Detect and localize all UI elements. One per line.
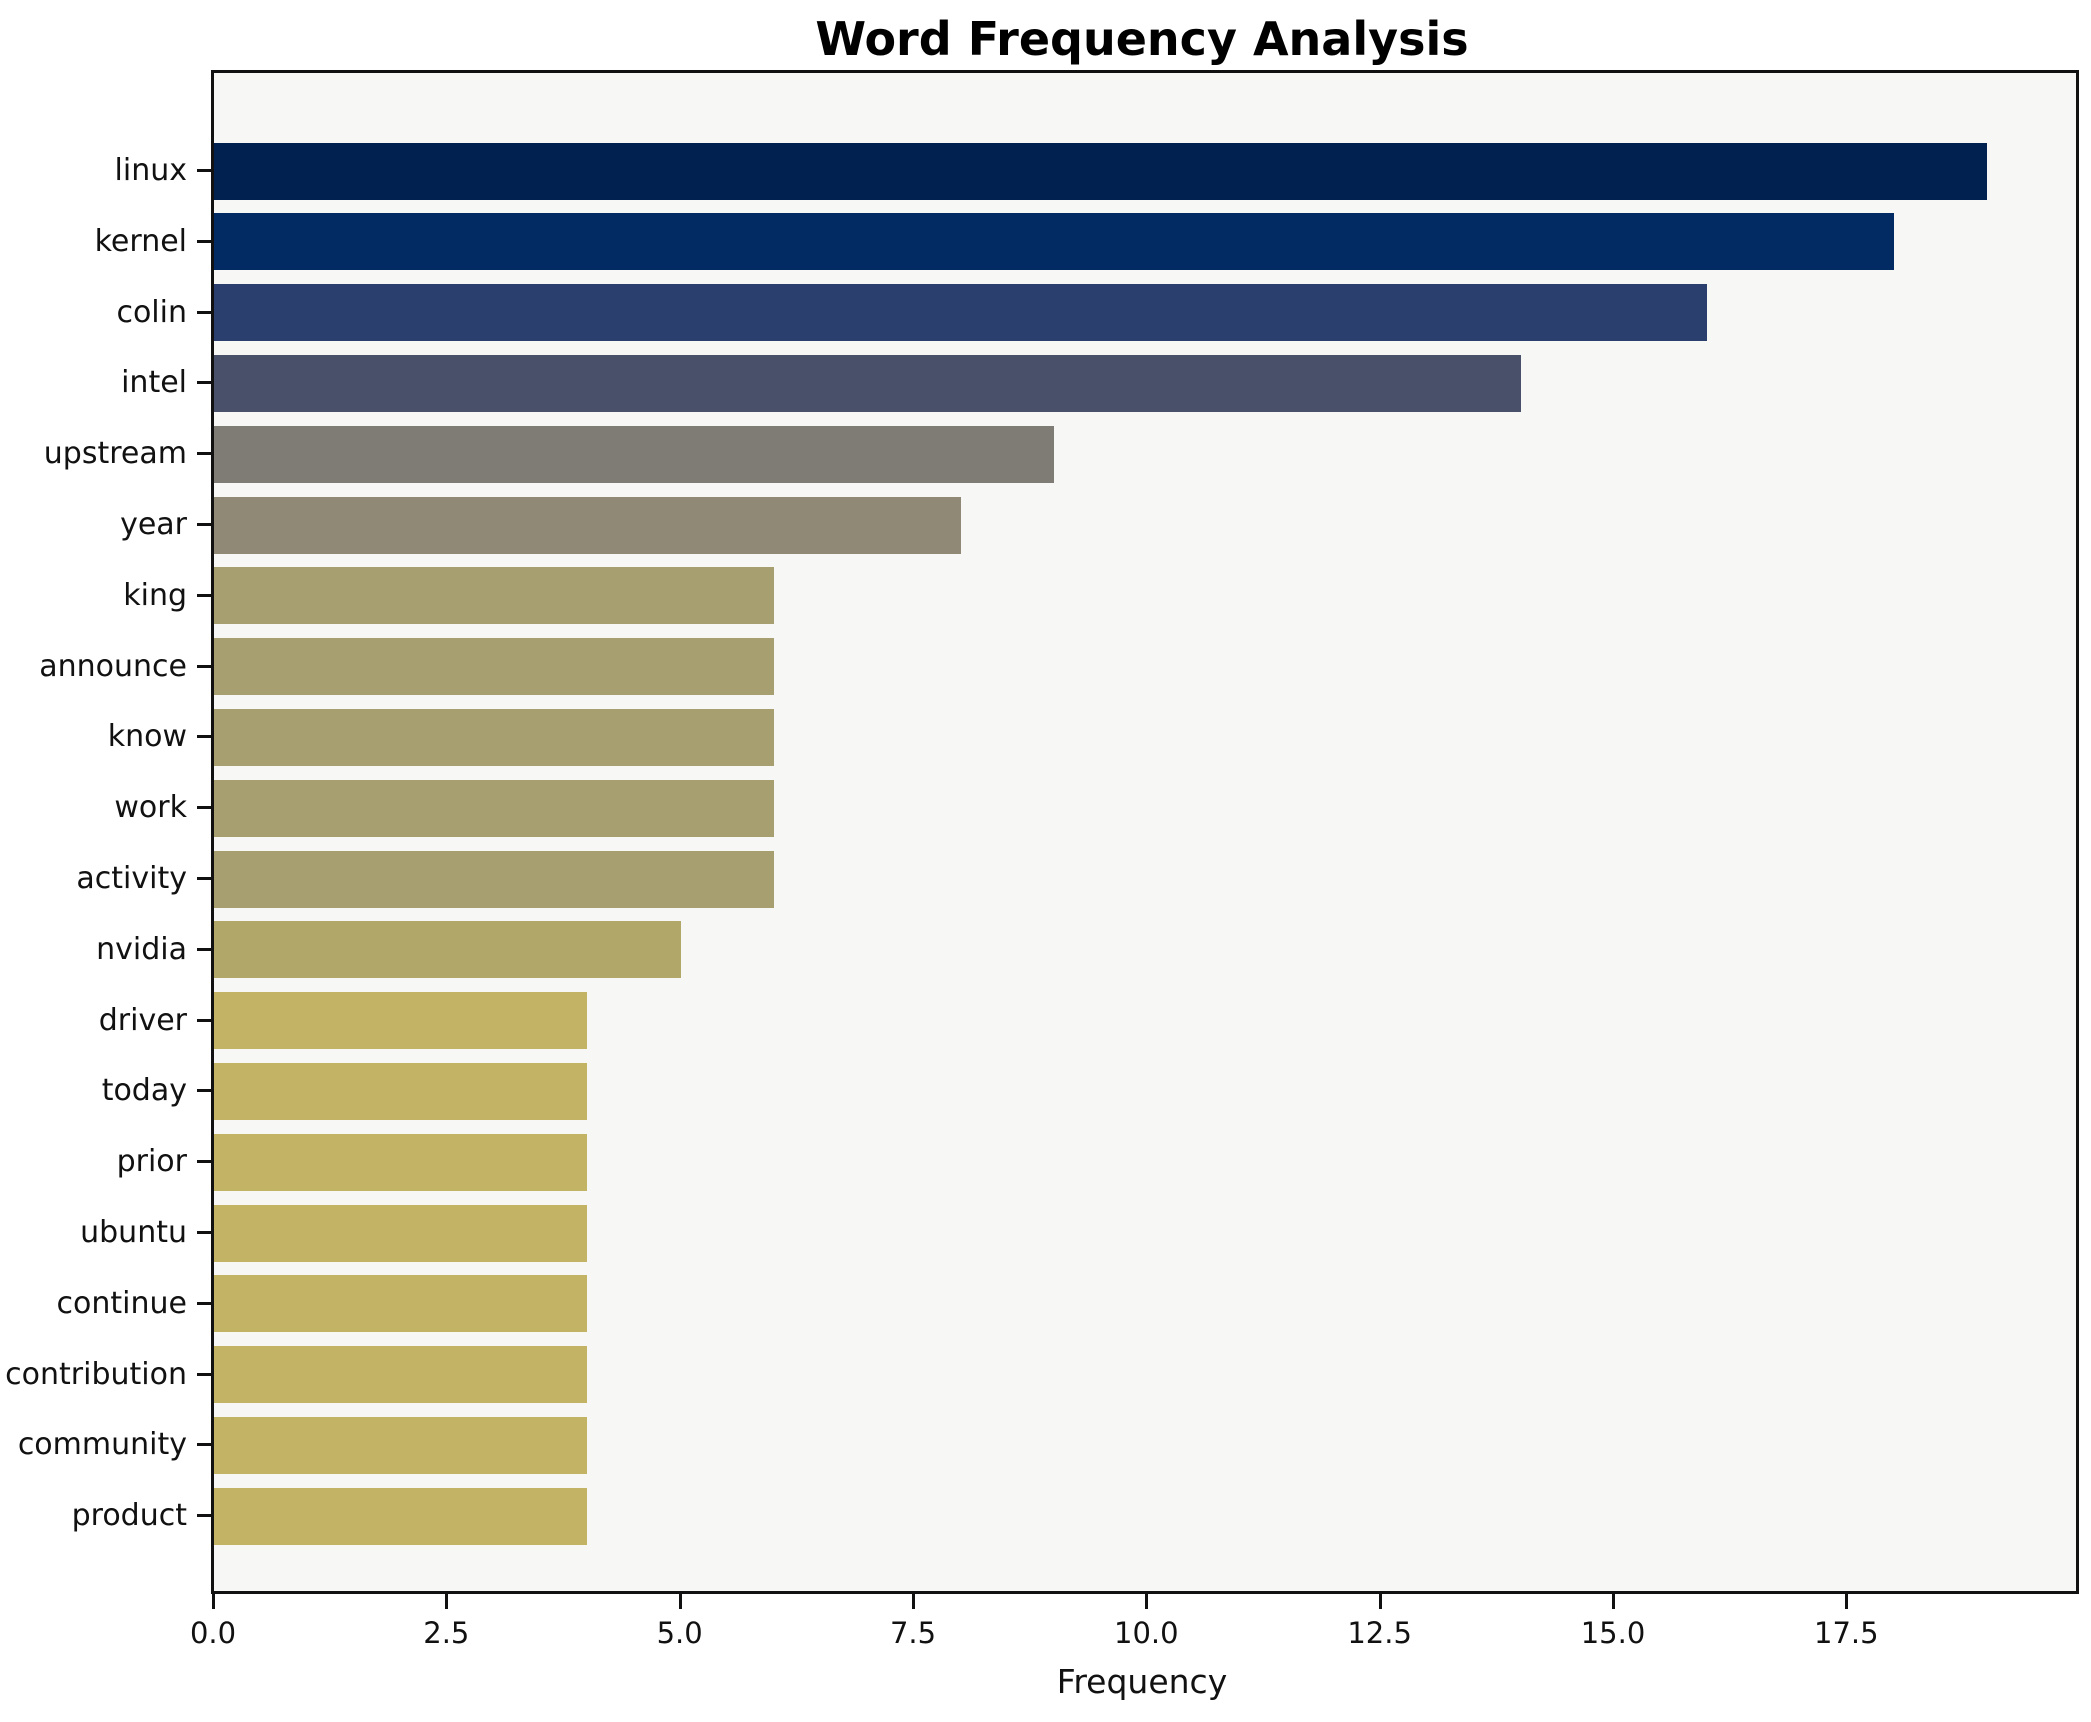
x-tick-mark-5.0	[678, 1594, 682, 1609]
y-tick-label-community: community	[17, 1427, 187, 1463]
y-tick-label-king: king	[123, 577, 187, 613]
x-tick-mark-12.5	[1378, 1594, 1382, 1609]
y-tick-label-linux: linux	[114, 153, 187, 188]
y-tick-mark-colin	[197, 310, 211, 314]
y-tick-label-colin: colin	[116, 294, 187, 330]
y-tick-mark-know	[197, 735, 211, 739]
bar-upstream	[214, 425, 1054, 483]
x-tick-label-17.5: 17.5	[1814, 1616, 1879, 1650]
bar-ubuntu	[214, 1204, 588, 1262]
x-tick-label-2.5: 2.5	[423, 1616, 470, 1650]
x-tick-label-12.5: 12.5	[1347, 1616, 1412, 1650]
x-tick-label-0.0: 0.0	[189, 1616, 237, 1650]
x-tick-label-10.0: 10.0	[1114, 1616, 1179, 1650]
y-tick-mark-kernel	[197, 239, 211, 243]
y-tick-label-kernel: kernel	[94, 223, 187, 259]
y-tick-mark-work	[197, 806, 211, 810]
bar-king	[214, 567, 774, 625]
y-tick-label-ubuntu: ubuntu	[80, 1215, 187, 1250]
bar-activity	[214, 850, 774, 908]
bar-know	[214, 708, 774, 766]
y-tick-mark-prior	[197, 1160, 211, 1164]
y-tick-mark-product	[197, 1514, 211, 1518]
bar-work	[214, 779, 774, 837]
x-tick-mark-17.5	[1845, 1594, 1849, 1609]
y-tick-mark-intel	[197, 381, 211, 385]
y-tick-label-know: know	[107, 719, 187, 755]
bar-kernel	[214, 213, 1894, 271]
y-tick-mark-king	[197, 593, 211, 597]
bar-continue	[214, 1275, 588, 1333]
x-tick-label-5.0: 5.0	[656, 1616, 703, 1650]
bar-today	[214, 1062, 588, 1120]
x-tick-label-15.0: 15.0	[1580, 1616, 1646, 1650]
y-tick-mark-contribution	[197, 1372, 211, 1376]
bar-contribution	[214, 1346, 588, 1404]
bar-announce	[214, 638, 774, 696]
y-tick-label-nvidia: nvidia	[96, 931, 187, 967]
y-tick-label-announce: announce	[39, 648, 187, 684]
y-tick-mark-continue	[197, 1301, 211, 1305]
y-tick-label-upstream: upstream	[43, 436, 187, 472]
bar-colin	[214, 284, 1708, 342]
y-tick-mark-announce	[197, 664, 211, 668]
y-tick-label-continue: continue	[56, 1285, 187, 1321]
bar-driver	[214, 992, 588, 1050]
y-tick-mark-nvidia	[197, 947, 211, 951]
y-tick-label-activity: activity	[76, 861, 187, 896]
y-tick-mark-community	[197, 1443, 211, 1447]
y-tick-label-year: year	[120, 507, 187, 542]
bar-intel	[214, 354, 1521, 412]
y-tick-label-product: product	[71, 1498, 187, 1534]
x-axis-label: Frequency	[1056, 1662, 1228, 1701]
y-tick-mark-upstream	[197, 452, 211, 456]
x-tick-label-7.5: 7.5	[889, 1616, 937, 1650]
bar-product	[214, 1487, 588, 1545]
y-tick-mark-ubuntu	[197, 1231, 211, 1234]
y-tick-mark-today	[197, 1089, 211, 1093]
y-tick-label-work: work	[114, 790, 187, 826]
bar-nvidia	[214, 921, 681, 979]
bar-linux	[214, 142, 1988, 200]
y-tick-label-driver: driver	[98, 1002, 187, 1038]
y-tick-label-today: today	[101, 1073, 187, 1109]
x-tick-mark-15.0	[1612, 1594, 1615, 1609]
y-tick-mark-driver	[197, 1018, 211, 1022]
bar-community	[214, 1416, 588, 1474]
y-tick-mark-year	[197, 523, 211, 526]
x-tick-mark-7.5	[912, 1594, 915, 1609]
y-tick-label-contribution: contribution	[5, 1356, 187, 1392]
chart-title: Word Frequency Analysis	[815, 12, 1469, 66]
y-tick-label-intel: intel	[121, 365, 187, 401]
bar-year	[214, 496, 961, 554]
y-tick-mark-activity	[197, 877, 211, 880]
bar-prior	[214, 1133, 588, 1191]
y-tick-label-prior: prior	[116, 1144, 187, 1180]
y-tick-mark-linux	[197, 169, 211, 172]
x-tick-mark-0.0	[212, 1594, 215, 1609]
x-tick-mark-2.5	[445, 1594, 449, 1609]
x-tick-mark-10.0	[1145, 1594, 1149, 1609]
plot-area	[211, 70, 2079, 1594]
